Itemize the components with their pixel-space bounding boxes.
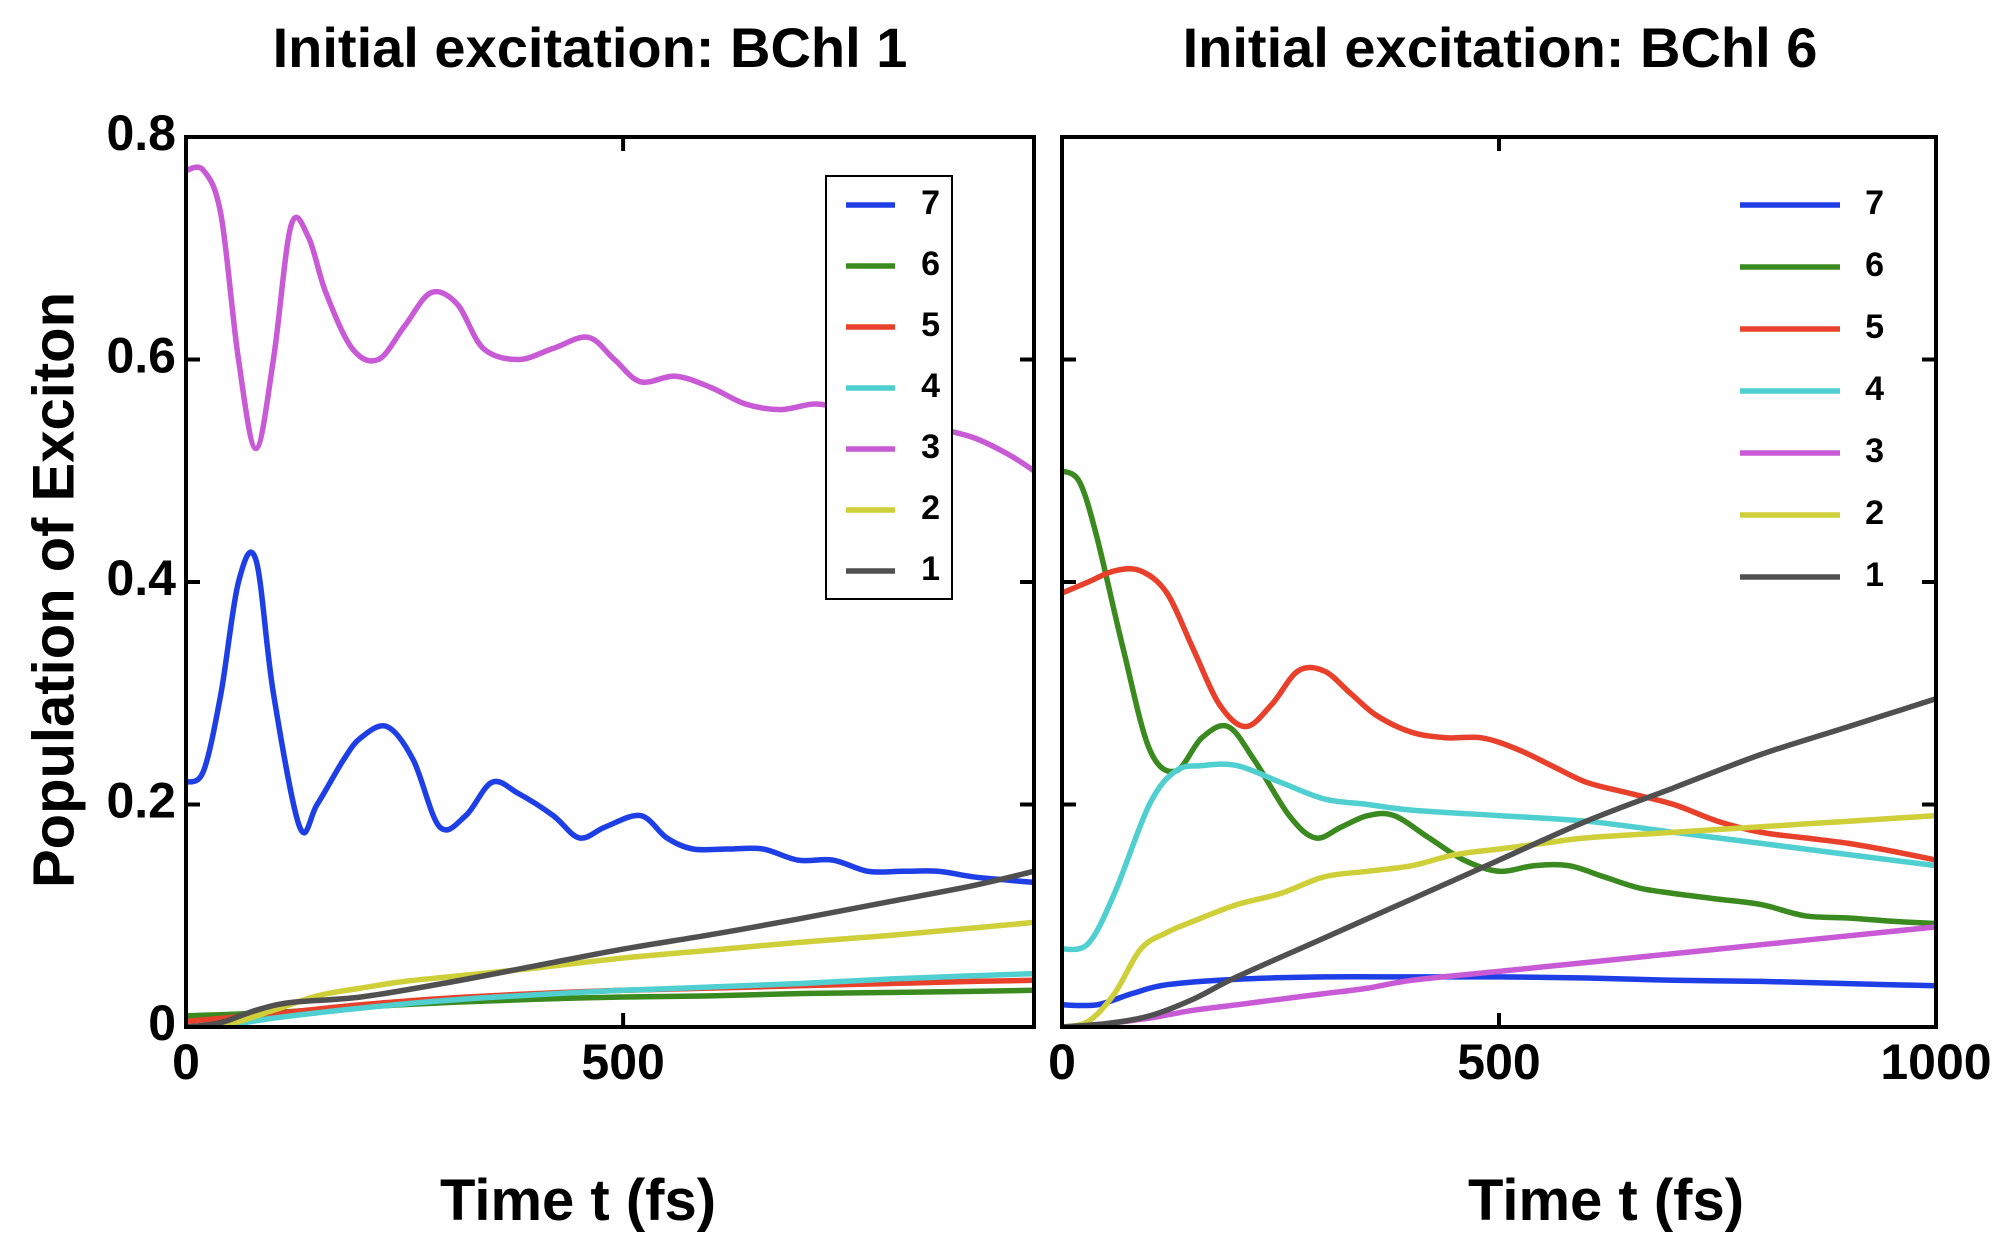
legend-label: 1 — [1865, 556, 1884, 594]
legend-label: 1 — [921, 550, 940, 588]
series-line-3 — [1062, 924, 1936, 1027]
legend-label: 5 — [1865, 308, 1884, 346]
chart-panel-1: Initial excitation: BChl 1 0 500 0 0.2 0.4 0.6… — [21, 16, 1036, 1233]
y-tick-label: 0.8 — [106, 105, 176, 161]
series-line-4 — [186, 970, 1034, 1027]
series-line-6 — [1062, 468, 1936, 927]
legend-label: 4 — [921, 367, 940, 405]
x-tick-label: 0 — [172, 1034, 200, 1090]
legend-label: 3 — [921, 428, 940, 466]
legend-label: 5 — [921, 306, 940, 344]
x-tick-label: 1000 — [1880, 1034, 1991, 1090]
legend-label: 2 — [921, 489, 940, 527]
y-tick-label: 0.2 — [106, 773, 176, 829]
legend-label: 6 — [1865, 246, 1884, 284]
legend-label: 2 — [1865, 494, 1884, 532]
series-line-1 — [186, 868, 1034, 1027]
chart-panel-2: Initial excitation: BChl 6 0 500 1000 Time t… — [1048, 16, 1992, 1233]
y-tick-label: 0.4 — [106, 550, 176, 606]
x-axis-label: Time t (fs) — [440, 1168, 716, 1233]
series-line-2 — [1062, 812, 1936, 1027]
y-axis-label: Population of Exciton — [21, 292, 86, 888]
series-line-1 — [1062, 696, 1936, 1027]
legend-label: 7 — [921, 184, 940, 222]
legend-label: 7 — [1865, 184, 1884, 222]
y-tick-label: 0.6 — [106, 328, 176, 384]
y-tick-label: 0 — [148, 995, 176, 1051]
legend-label: 3 — [1865, 432, 1884, 470]
legend: 7 6 5 4 3 2 1 — [1740, 184, 1884, 594]
x-axis-label: Time t (fs) — [1468, 1168, 1744, 1233]
x-tick-label: 0 — [1048, 1034, 1076, 1090]
x-tick-label: 500 — [581, 1034, 664, 1090]
legend-label: 6 — [921, 245, 940, 283]
series-lines — [186, 164, 1034, 1027]
chart-title: Initial excitation: BChl 6 — [1183, 16, 1818, 79]
legend-label: 4 — [1865, 370, 1884, 408]
x-tick-label: 500 — [1457, 1034, 1540, 1090]
legend: 7 6 5 4 3 2 1 — [825, 175, 953, 600]
plot-frame — [1060, 135, 1938, 1029]
series-line-4 — [1062, 761, 1936, 953]
series-line-7 — [186, 549, 1034, 886]
chart-title: Initial excitation: BChl 1 — [273, 16, 908, 79]
series-lines — [1062, 468, 1936, 1027]
